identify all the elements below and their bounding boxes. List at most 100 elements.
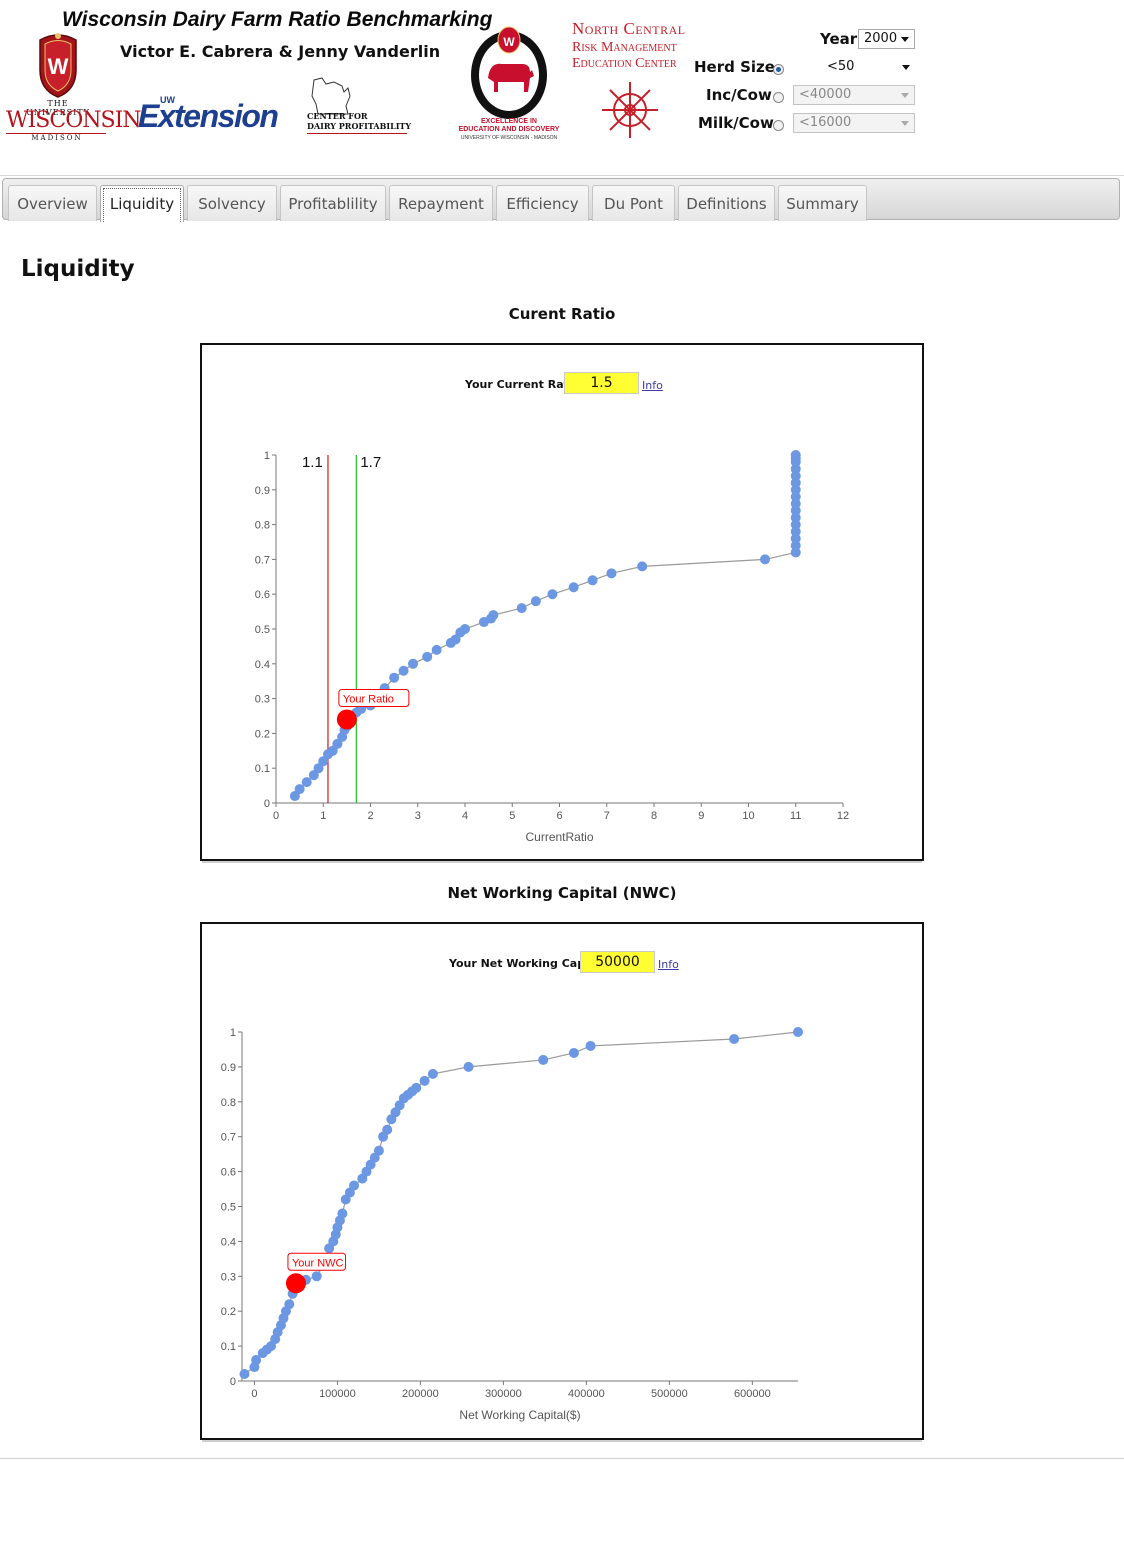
tab-solvency[interactable]: Solvency	[187, 185, 277, 221]
your-value-callout-label: Your NWC	[292, 1257, 344, 1269]
tab-summary[interactable]: Summary	[778, 185, 867, 221]
current-ratio-info-link[interactable]: Info	[642, 379, 663, 392]
uw-logo-rule	[6, 133, 106, 134]
y-tick-label: 0.2	[221, 1306, 236, 1318]
ship-wheel-icon	[602, 82, 658, 138]
chevron-down-icon	[901, 93, 909, 98]
your-value-marker	[285, 1273, 306, 1294]
x-tick-label: 9	[698, 810, 704, 822]
your-nwc-input[interactable]: 50000	[580, 951, 655, 973]
y-tick-label: 0.3	[255, 694, 270, 706]
y-tick-label: 0.7	[255, 554, 270, 566]
x-tick-label: 7	[604, 810, 610, 822]
herd-size-radio[interactable]	[773, 64, 784, 75]
your-value-callout	[287, 1252, 347, 1271]
data-point	[337, 1208, 348, 1219]
tab-overview[interactable]: Overview	[8, 185, 97, 221]
your-current-ratio-input[interactable]: 1.5	[564, 372, 639, 394]
data-point	[382, 1124, 393, 1135]
tab-repayment[interactable]: Repayment	[389, 185, 493, 221]
nwc-info-link[interactable]: Info	[658, 958, 679, 971]
y-tick-label: 0.1	[255, 763, 270, 775]
current-ratio-chart: 00.10.20.30.40.50.60.70.80.910 1 2 3 4 5 6 7 8 9 1…	[255, 450, 849, 844]
data-point	[568, 582, 579, 593]
x-tick-label: 400000	[568, 1388, 605, 1400]
uw-crest-logo: W	[39, 33, 77, 98]
data-point	[790, 519, 801, 530]
milk-cow-select[interactable]: <16000	[793, 113, 915, 133]
data-point	[422, 651, 433, 662]
y-tick-label: 0.4	[255, 659, 270, 671]
inc-cow-label: Inc/Cow	[706, 86, 772, 104]
year-select[interactable]: 2000	[858, 29, 915, 49]
your-value-callout-label: Your Ratio	[343, 693, 394, 705]
x-tick-label: 10	[742, 810, 754, 822]
y-tick-label: 0.2	[255, 728, 270, 740]
x-tick-label: 8	[651, 810, 657, 822]
uw-logo-sub-text: MADISON	[31, 134, 83, 142]
inc-cow-radio[interactable]	[773, 92, 784, 103]
x-tick-label: 12	[837, 810, 849, 822]
nwc-heading: Net Working Capital (NWC)	[447, 884, 677, 902]
data-point	[790, 526, 801, 537]
x-tick-label: 3	[415, 810, 421, 822]
data-point	[790, 505, 801, 516]
x-tick-label: 300000	[485, 1388, 522, 1400]
tab-definitions[interactable]: Definitions	[678, 185, 775, 221]
y-tick-label: 0.3	[221, 1271, 236, 1283]
tab-liquidity[interactable]: Liquidity	[100, 185, 184, 222]
current-ratio-panel: Your Current Ratio 1.5 Info 0 0.1 0.2 0.3 0.…	[200, 343, 924, 863]
x-tick-label: 600000	[734, 1388, 771, 1400]
x-tick-label: 0	[251, 1388, 257, 1400]
x-tick-label: 200000	[402, 1388, 439, 1400]
herd-size-select[interactable]: <50	[821, 57, 916, 77]
data-point	[373, 1145, 384, 1156]
series-line	[244, 1031, 799, 1375]
chevron-down-icon	[901, 37, 909, 42]
data-point	[530, 596, 541, 607]
x-tick-label: 2	[367, 810, 373, 822]
milk-cow-select-value: <16000	[799, 115, 852, 130]
extension-logo: Extension	[138, 98, 279, 134]
chevron-down-icon	[902, 65, 910, 70]
year-select-value: 2000	[864, 31, 898, 46]
x-tick-label: 1	[320, 810, 326, 822]
cdp-logo-line1: CENTER FOR	[307, 111, 368, 121]
data-point	[790, 484, 801, 495]
ncrme-logo-line1: North Central	[572, 19, 686, 38]
y-tick-label: 0.9	[221, 1062, 236, 1074]
data-point	[301, 777, 312, 788]
y-tick-label: 0.8	[255, 520, 270, 532]
data-point	[398, 665, 409, 676]
dairy-science-badge-logo: W	[471, 26, 547, 119]
data-point	[790, 498, 801, 509]
data-point	[488, 610, 499, 621]
data-point	[568, 1047, 579, 1058]
data-point	[294, 784, 305, 795]
tab-profitability[interactable]: Profitablility	[280, 185, 386, 221]
y-tick-label: 0.8	[221, 1097, 236, 1109]
data-point	[585, 1040, 596, 1051]
your-current-ratio-label: Your Current Ratio	[465, 378, 581, 391]
x-tick-label: 0	[273, 810, 279, 822]
herd-size-label: Herd Size	[694, 58, 775, 76]
milk-cow-radio[interactable]	[773, 120, 784, 131]
extension-logo-prefix: UW	[160, 95, 175, 105]
footer-divider	[0, 1458, 1124, 1459]
data-point	[790, 547, 801, 558]
y-tick-label: 0	[264, 798, 270, 810]
tab-du-pont[interactable]: Du Pont	[592, 185, 675, 221]
data-point	[408, 658, 419, 669]
tab-efficiency[interactable]: Efficiency	[496, 185, 589, 221]
x-axis-label: CurrentRatio	[525, 830, 593, 844]
data-point	[411, 1082, 422, 1093]
app-title: Wisconsin Dairy Farm Ratio Benchmarking	[62, 8, 493, 31]
inc-cow-select[interactable]: <40000	[793, 85, 915, 105]
data-point	[606, 568, 617, 579]
data-point	[251, 1355, 262, 1366]
data-point	[389, 672, 400, 683]
data-point	[239, 1369, 250, 1380]
ncrme-logo-line3: Education Center	[572, 56, 677, 71]
x-tick-label: 11	[790, 810, 801, 822]
y-tick-label: 1	[264, 450, 270, 462]
